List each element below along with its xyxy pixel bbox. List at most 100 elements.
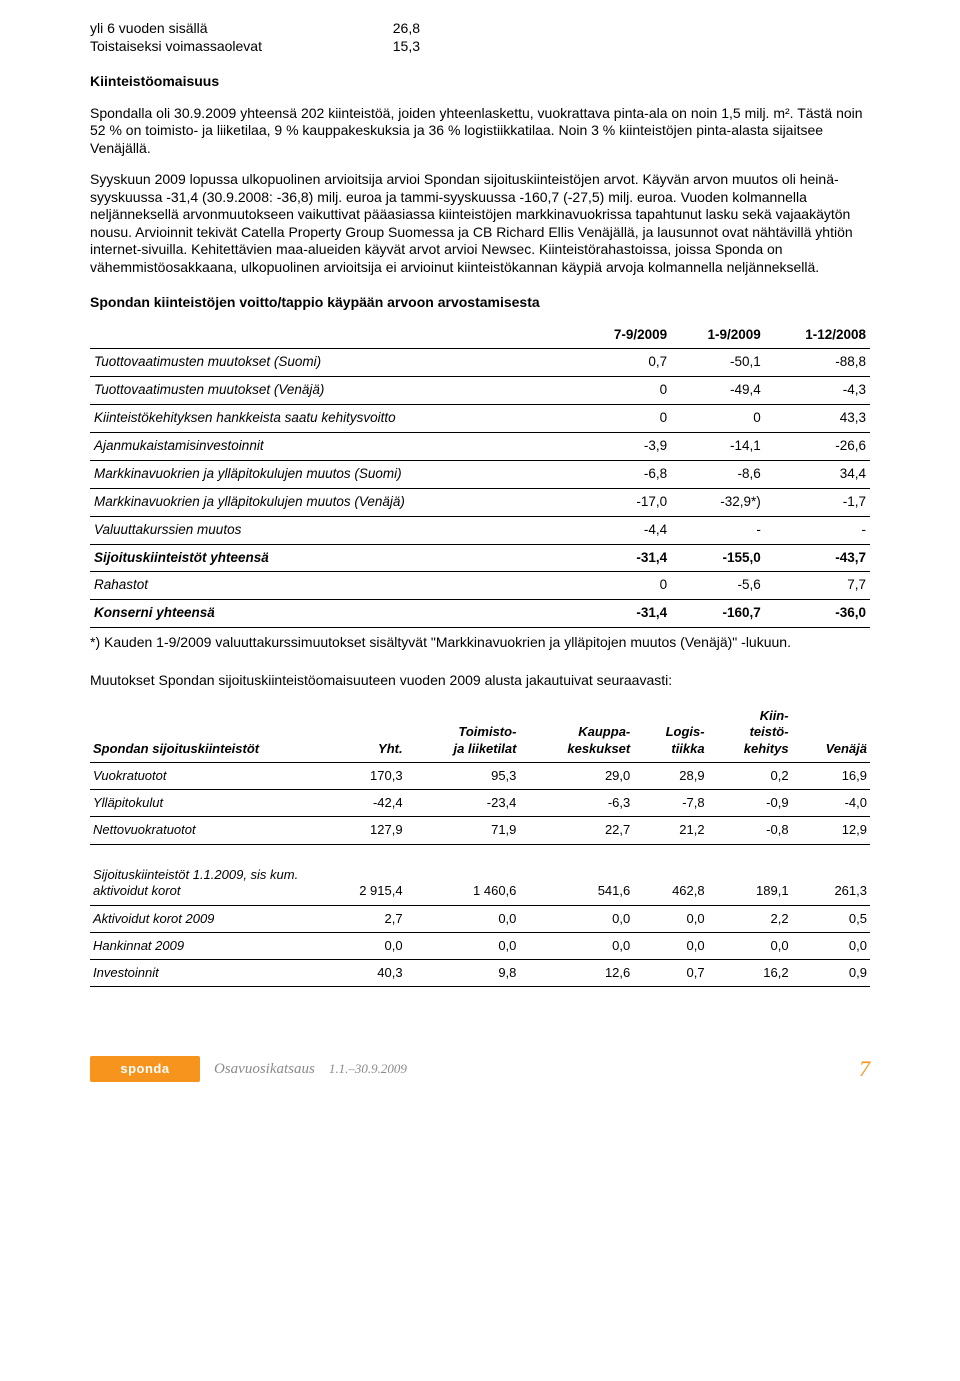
table1-heading: Spondan kiinteistöjen voitto/tappio käyp… bbox=[90, 294, 870, 312]
table-row: Tuottovaatimusten muutokset (Venäjä)0-49… bbox=[90, 377, 870, 405]
cell: 0,0 bbox=[708, 932, 792, 959]
cell: -1,7 bbox=[765, 488, 870, 516]
cell: 95,3 bbox=[406, 762, 520, 789]
footer-left: sponda Osavuosikatsaus 1.1.–30.9.2009 bbox=[90, 1056, 407, 1082]
cell: 0,7 bbox=[633, 960, 707, 987]
cell: 22,7 bbox=[519, 817, 633, 844]
row-label: Valuuttakurssien muutos bbox=[90, 516, 577, 544]
investment-properties-table: Spondan sijoituskiinteistöt Yht. Toimist… bbox=[90, 703, 870, 987]
row-label: Markkinavuokrien ja ylläpitokulujen muut… bbox=[90, 488, 577, 516]
cell: 0,0 bbox=[633, 905, 707, 932]
col-header: Logis-tiikka bbox=[633, 703, 707, 762]
cell: -6,8 bbox=[577, 460, 671, 488]
row-label: Konserni yhteensä bbox=[90, 600, 577, 628]
row-label: Ylläpitokulut bbox=[90, 790, 324, 817]
cell: -31,4 bbox=[577, 600, 671, 628]
cell: 28,9 bbox=[633, 762, 707, 789]
cell: -4,3 bbox=[765, 377, 870, 405]
cell: 127,9 bbox=[324, 817, 406, 844]
cell: 2,2 bbox=[708, 905, 792, 932]
cell: -17,0 bbox=[577, 488, 671, 516]
col-header: 1-9/2009 bbox=[671, 322, 765, 349]
row-label: Aktivoidut korot 2009 bbox=[90, 905, 324, 932]
cell: -31,4 bbox=[577, 544, 671, 572]
cell: 29,0 bbox=[519, 762, 633, 789]
cell: 0,0 bbox=[792, 932, 870, 959]
cell: 462,8 bbox=[633, 862, 707, 905]
table-row: Ylläpitokulut-42,4-23,4-6,3-7,8-0,9-4,0 bbox=[90, 790, 870, 817]
section-heading-kiinteisto: Kiinteistöomaisuus bbox=[90, 73, 870, 91]
cell: 40,3 bbox=[324, 960, 406, 987]
cell: 0 bbox=[577, 572, 671, 600]
lease-term-row: Toistaiseksi voimassaolevat 15,3 bbox=[90, 38, 870, 56]
sponda-logo: sponda bbox=[90, 1056, 200, 1082]
cell: -7,8 bbox=[633, 790, 707, 817]
row-label: Sijoituskiinteistöt yhteensä bbox=[90, 544, 577, 572]
table1-footnote: *) Kauden 1-9/2009 valuuttakurssimuutoks… bbox=[90, 634, 870, 652]
cell: -8,6 bbox=[671, 460, 765, 488]
row-label: Markkinavuokrien ja ylläpitokulujen muut… bbox=[90, 460, 577, 488]
cell: -0,9 bbox=[708, 790, 792, 817]
row-label: Nettovuokratuotot bbox=[90, 817, 324, 844]
cell: 0 bbox=[577, 377, 671, 405]
row-label: Investoinnit bbox=[90, 960, 324, 987]
row-label: yli 6 vuoden sisällä bbox=[90, 20, 350, 38]
cell: -6,3 bbox=[519, 790, 633, 817]
cell: 1 460,6 bbox=[406, 862, 520, 905]
row-label: Tuottovaatimusten muutokset (Suomi) bbox=[90, 349, 577, 377]
cell: 9,8 bbox=[406, 960, 520, 987]
page-number: 7 bbox=[859, 1055, 870, 1083]
lease-term-row: yli 6 vuoden sisällä 26,8 bbox=[90, 20, 870, 38]
cell: -155,0 bbox=[671, 544, 765, 572]
col-header: Yht. bbox=[324, 703, 406, 762]
cell: -50,1 bbox=[671, 349, 765, 377]
table-row: Investoinnit40,39,812,60,716,20,9 bbox=[90, 960, 870, 987]
cell: -88,8 bbox=[765, 349, 870, 377]
cell: -0,8 bbox=[708, 817, 792, 844]
cell: -23,4 bbox=[406, 790, 520, 817]
cell: 12,6 bbox=[519, 960, 633, 987]
fair-value-table: 7-9/2009 1-9/2009 1-12/2008 Tuottovaatim… bbox=[90, 322, 870, 629]
cell: 0 bbox=[577, 405, 671, 433]
cell: - bbox=[671, 516, 765, 544]
cell: -32,9*) bbox=[671, 488, 765, 516]
cell: -42,4 bbox=[324, 790, 406, 817]
cell: -36,0 bbox=[765, 600, 870, 628]
row-value: 15,3 bbox=[350, 38, 420, 56]
cell: 0,0 bbox=[406, 932, 520, 959]
col-header: Venäjä bbox=[792, 703, 870, 762]
cell: 0,0 bbox=[519, 905, 633, 932]
table-header-row: 7-9/2009 1-9/2009 1-12/2008 bbox=[90, 322, 870, 349]
cell: 0,0 bbox=[324, 932, 406, 959]
col-header: Kiin-teistö-kehitys bbox=[708, 703, 792, 762]
col-header: Toimisto- ja liiketilat bbox=[406, 703, 520, 762]
col-blank bbox=[90, 322, 577, 349]
paragraph-2: Syyskuun 2009 lopussa ulkopuolinen arvio… bbox=[90, 171, 870, 276]
footer-subtitle: Osavuosikatsaus bbox=[214, 1060, 315, 1079]
cell: -4,4 bbox=[577, 516, 671, 544]
table-row: Kiinteistökehityksen hankkeista saatu ke… bbox=[90, 405, 870, 433]
cell: -160,7 bbox=[671, 600, 765, 628]
col-header: 1-12/2008 bbox=[765, 322, 870, 349]
row-value: 26,8 bbox=[350, 20, 420, 38]
col-header: 7-9/2009 bbox=[577, 322, 671, 349]
cell: 16,9 bbox=[792, 762, 870, 789]
cell: 0,0 bbox=[519, 932, 633, 959]
cell: 71,9 bbox=[406, 817, 520, 844]
cell: -14,1 bbox=[671, 433, 765, 461]
table-row: Konserni yhteensä-31,4-160,7-36,0 bbox=[90, 600, 870, 628]
cell: 0,9 bbox=[792, 960, 870, 987]
table-row: Ajanmukaistamisinvestoinnit-3,9-14,1-26,… bbox=[90, 433, 870, 461]
cell: 0,0 bbox=[406, 905, 520, 932]
footer-date-range: 1.1.–30.9.2009 bbox=[329, 1061, 407, 1077]
table-row: Valuuttakurssien muutos-4,4-- bbox=[90, 516, 870, 544]
cell: -49,4 bbox=[671, 377, 765, 405]
cell: 16,2 bbox=[708, 960, 792, 987]
table-row: Rahastot0-5,67,7 bbox=[90, 572, 870, 600]
table2-header-row: Spondan sijoituskiinteistöt Yht. Toimist… bbox=[90, 703, 870, 762]
table-row: Sijoituskiinteistöt 1.1.2009, sis kum. a… bbox=[90, 862, 870, 905]
row-label: Vuokratuotot bbox=[90, 762, 324, 789]
cell: 189,1 bbox=[708, 862, 792, 905]
cell: 0,0 bbox=[633, 932, 707, 959]
cell: 43,3 bbox=[765, 405, 870, 433]
